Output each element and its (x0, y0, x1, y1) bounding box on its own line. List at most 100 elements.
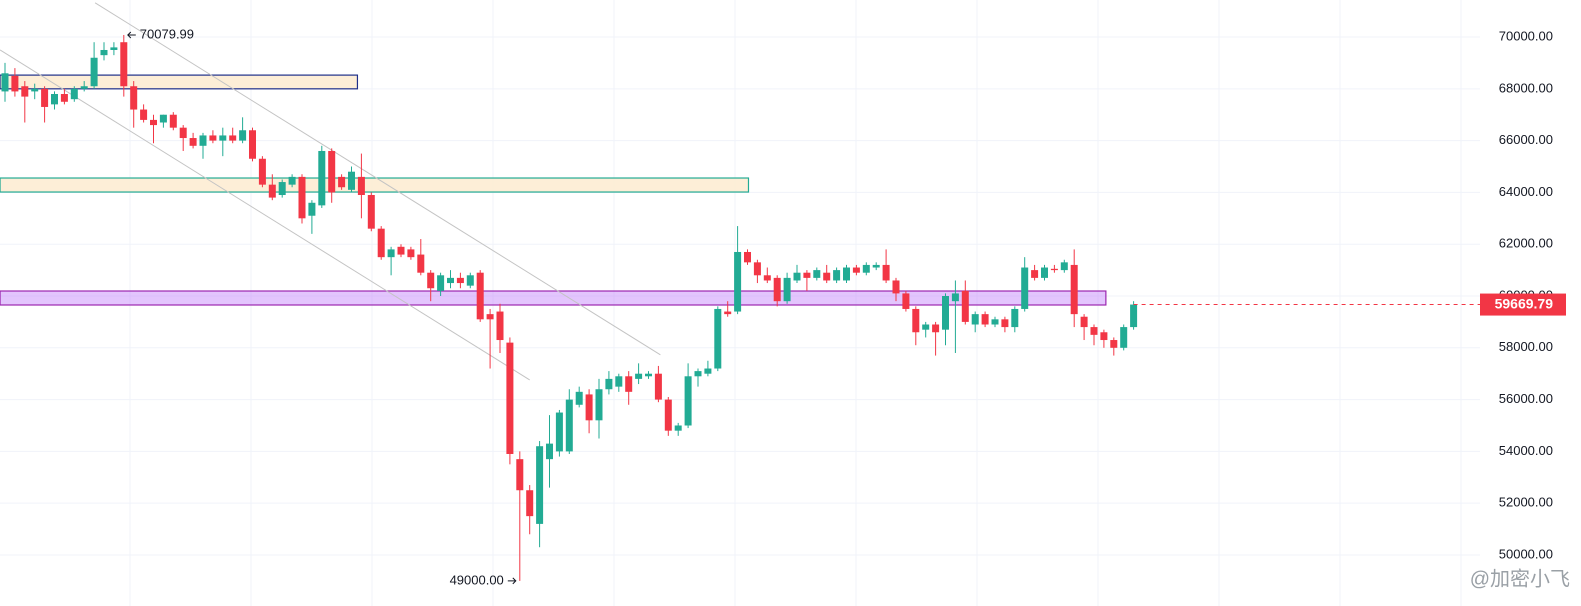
candle-body (595, 389, 603, 421)
candle-body (11, 75, 19, 92)
candle-body (516, 459, 524, 491)
y-tick-label: 58000.00 (1499, 339, 1553, 354)
candle-body (80, 86, 88, 89)
candle-body (318, 150, 326, 206)
candle-body (427, 272, 435, 289)
candle-body (654, 373, 662, 400)
candle-body (51, 94, 58, 105)
candle-body (971, 314, 979, 325)
candle-body (437, 275, 445, 291)
candle-body (348, 171, 355, 190)
candle-body (813, 270, 821, 278)
candle-body (1031, 270, 1039, 278)
candle-body (783, 277, 791, 302)
candle-body (308, 202, 316, 216)
candle-body (961, 290, 969, 322)
candle-body (981, 314, 989, 325)
candle-body (140, 109, 148, 120)
candle-body (1070, 264, 1078, 315)
candle-body (1060, 262, 1068, 271)
candle-body (1100, 332, 1108, 341)
candle-body (823, 272, 831, 281)
annotation-arrow (127, 31, 136, 39)
watermark: @加密小飞 (1470, 567, 1570, 590)
candle-body (843, 267, 850, 281)
candle-body (298, 176, 306, 219)
candle-body (328, 150, 336, 193)
candle-body (367, 195, 375, 229)
y-tick-label: 54000.00 (1499, 443, 1553, 458)
candle-body (476, 272, 484, 320)
last-price-box (1480, 293, 1566, 316)
candle-body (852, 267, 860, 273)
candle-body (199, 135, 207, 146)
candle-body (90, 57, 98, 87)
candle-body (674, 425, 682, 431)
trend-line (0, 49, 530, 381)
candle-body (546, 443, 553, 460)
candle-body (110, 47, 118, 50)
candle-body (407, 249, 415, 258)
candle-body (734, 251, 742, 312)
candle-body (605, 378, 613, 390)
candle-body (239, 130, 247, 141)
candle-body (466, 275, 474, 286)
candle-body (31, 88, 39, 92)
candle-body (912, 308, 920, 333)
candle-body (803, 272, 811, 278)
last-price-label: 59669.79 (1495, 295, 1554, 311)
candle-body (1090, 327, 1098, 335)
candle-body (793, 272, 801, 281)
candle-body (21, 86, 29, 97)
y-tick-label: 66000.00 (1499, 132, 1553, 147)
candle-body (249, 130, 256, 159)
candle-body (258, 158, 266, 185)
candle-body (189, 138, 197, 146)
candle-body (179, 127, 187, 139)
candle-body (645, 373, 652, 377)
candle-body (833, 270, 841, 281)
candle-body (268, 184, 276, 198)
candle-body (882, 264, 890, 281)
candle-body (377, 228, 385, 258)
candle-body (625, 376, 633, 392)
y-tick-label: 52000.00 (1499, 495, 1553, 510)
candle-body (130, 86, 138, 110)
candle-body (486, 314, 494, 320)
candle-body (288, 176, 296, 185)
candle-body (397, 246, 405, 255)
candle-body (338, 176, 346, 188)
candle-body (447, 277, 454, 284)
y-tick-label: 56000.00 (1499, 391, 1553, 406)
candle-body (585, 394, 593, 421)
candle-body (506, 342, 514, 454)
candle-body (664, 399, 672, 431)
candle-body (763, 275, 771, 281)
candle-body (1080, 316, 1088, 328)
annotation-label: 49000.00 (450, 572, 504, 587)
candle-body (704, 368, 712, 374)
candle-body (575, 391, 583, 405)
candle-body (862, 264, 870, 273)
candle-body (41, 88, 49, 107)
zone (0, 177, 750, 193)
candle-body (932, 324, 940, 333)
candle-body (219, 135, 227, 141)
candle-body (1050, 268, 1058, 271)
candle-body (1120, 327, 1128, 348)
y-tick-label: 62000.00 (1499, 236, 1553, 251)
candle-body (417, 254, 425, 273)
y-tick-label: 64000.00 (1499, 184, 1553, 199)
candle-body (150, 119, 157, 126)
candle-body (1011, 308, 1019, 328)
candle-body (60, 94, 68, 102)
candle-body (892, 280, 900, 294)
candle-body (773, 277, 781, 302)
candle-body (496, 311, 504, 341)
candle-body (902, 293, 910, 309)
candle-body (357, 176, 365, 196)
candle-body (526, 490, 534, 517)
candle-body (942, 296, 949, 330)
candle-body (169, 114, 177, 128)
